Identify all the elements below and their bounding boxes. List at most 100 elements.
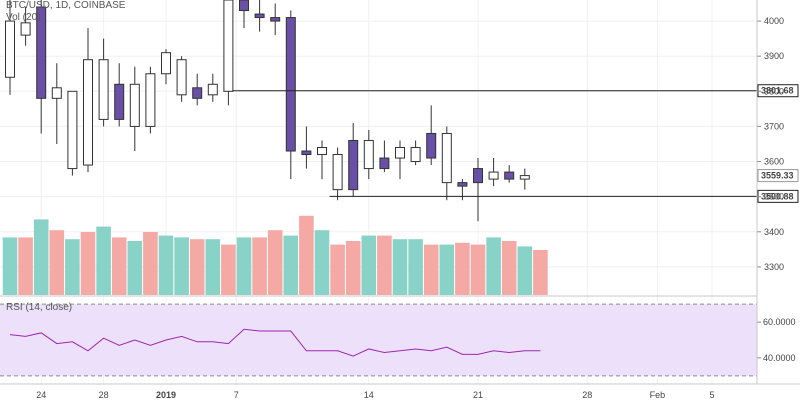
rsi-band [0, 304, 757, 376]
volume-bar [18, 237, 33, 295]
volume-bar [111, 237, 127, 295]
volume-legend: Vol (20) [6, 12, 41, 23]
price-axis: 3300 3400 3500 3600 3700 3800 3900 4000 [757, 16, 784, 272]
time-tick-label: 28 [99, 390, 109, 400]
volume-bar [96, 226, 111, 295]
chart-title: BTC/USD, 1D, COINBASE [6, 0, 126, 11]
candle-body [83, 59, 93, 166]
candle-body [270, 17, 281, 22]
volume-bar [127, 241, 143, 295]
candle-body [207, 83, 218, 96]
time-tick-label: Feb [650, 390, 666, 400]
rsi-tick-label: 40.0000 [763, 353, 796, 363]
candles [5, 0, 530, 222]
candle-body [254, 13, 265, 19]
volume-bar [470, 244, 486, 295]
time-tick-label: 14 [364, 390, 374, 400]
candle-body [301, 150, 312, 156]
time-tick-label: 5 [709, 390, 714, 400]
rsi-tick-label: 60.0000 [763, 317, 796, 327]
rsi-line [9, 328, 541, 357]
candle-body [395, 147, 405, 159]
horizontal-lines: 3801.68 3559.33 3500.88 [232, 84, 799, 203]
volume-bar [392, 239, 408, 295]
volume-bar [455, 242, 470, 295]
volume-bar [221, 244, 236, 295]
candle-body [114, 83, 125, 120]
price-tick-label: 3600 [764, 157, 784, 167]
time-axis: 24 28 2019 7 14 21 28 Feb 5 [36, 390, 714, 400]
volume-bar [267, 230, 283, 295]
candle-body [161, 52, 171, 75]
price-tick-label: 3800 [764, 86, 784, 96]
price-label-box [757, 84, 799, 98]
price-tick-label: 3300 [764, 262, 784, 272]
candle-body [36, 6, 47, 99]
price-tick-label: 3400 [764, 227, 784, 237]
time-tick-label: 2019 [156, 390, 176, 400]
volume-bar [158, 235, 174, 295]
volume-bar [189, 239, 205, 295]
candle-body [98, 59, 109, 120]
candle-body [285, 17, 296, 152]
volume-bar [517, 246, 533, 295]
volume-bar [423, 244, 439, 295]
candle-body [223, 0, 234, 92]
candle-body [51, 87, 62, 99]
price-label: 3801.68 [761, 86, 794, 96]
price-label: 3559.33 [761, 171, 794, 181]
candle-body [473, 168, 483, 184]
candle-body [348, 139, 359, 191]
candle-body [457, 182, 468, 187]
volume-bar [283, 235, 299, 295]
volume-bar [143, 232, 158, 295]
candle-body [129, 83, 140, 127]
volume-bar [533, 250, 548, 295]
price-tick-label: 3700 [764, 121, 784, 131]
candle-body [426, 132, 437, 159]
volume-bar [439, 244, 455, 295]
volume-bar [205, 239, 221, 295]
candle-body [379, 157, 390, 170]
candle-body [176, 59, 187, 96]
rsi-axis: 60.0000 40.0000 [757, 317, 796, 363]
volume-bar [65, 239, 80, 295]
volume-bar [377, 235, 392, 295]
volume-bar [174, 237, 189, 295]
volume-bar [345, 241, 361, 295]
volume-bar [361, 235, 377, 295]
volume-bar [501, 241, 517, 295]
volume-bar [2, 237, 18, 295]
volume-bar [236, 237, 252, 295]
volume-bar [330, 244, 345, 295]
candle-body [145, 73, 156, 127]
rsi-pane [0, 303, 757, 377]
rsi-legend: RSI (14, close) [6, 302, 73, 313]
price-label-box [757, 169, 799, 183]
candle-body [67, 90, 78, 170]
time-tick-label: 7 [234, 390, 239, 400]
price-tick-label: 4000 [764, 16, 784, 26]
time-tick-label: 24 [36, 390, 46, 400]
candle-body [504, 171, 515, 180]
candle-body [20, 22, 31, 36]
candle-body [317, 147, 327, 156]
volume-bar [486, 237, 501, 295]
volume-bar [252, 237, 267, 295]
volume-bar [299, 215, 314, 295]
candle-body [5, 20, 15, 78]
time-tick-label: 21 [473, 390, 483, 400]
candle-body [192, 87, 203, 99]
candle-body [239, 0, 249, 12]
price-label: 3500.88 [761, 191, 794, 201]
volume-bar [314, 230, 330, 295]
time-tick-label: 28 [582, 390, 592, 400]
volume-bar [33, 219, 49, 295]
candle-body [488, 171, 499, 180]
candle-body [363, 139, 374, 170]
candle-body [441, 132, 452, 184]
volume-bar [49, 230, 65, 295]
price-tick-label: 3900 [764, 51, 784, 61]
volume-bars [2, 215, 548, 295]
